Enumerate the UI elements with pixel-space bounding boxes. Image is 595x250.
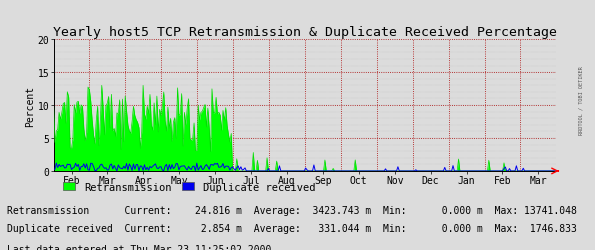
Text: Last data entered at Thu Mar 23 11:25:02 2000.: Last data entered at Thu Mar 23 11:25:02… <box>7 244 277 250</box>
Text: Retransmission      Current:    24.816 m  Average:  3423.743 m  Min:      0.000 : Retransmission Current: 24.816 m Average… <box>7 206 577 215</box>
Legend: Retransmission, Duplicate received: Retransmission, Duplicate received <box>59 178 319 196</box>
Title: Yearly host5 TCP Retransmission & Duplicate Received Percentage: Yearly host5 TCP Retransmission & Duplic… <box>53 26 557 39</box>
Text: RRDTOOL / TOBI OETIKER: RRDTOOL / TOBI OETIKER <box>579 66 584 134</box>
Text: Duplicate received  Current:     2.854 m  Average:   331.044 m  Min:      0.000 : Duplicate received Current: 2.854 m Aver… <box>7 223 577 233</box>
Y-axis label: Percent: Percent <box>25 85 35 126</box>
